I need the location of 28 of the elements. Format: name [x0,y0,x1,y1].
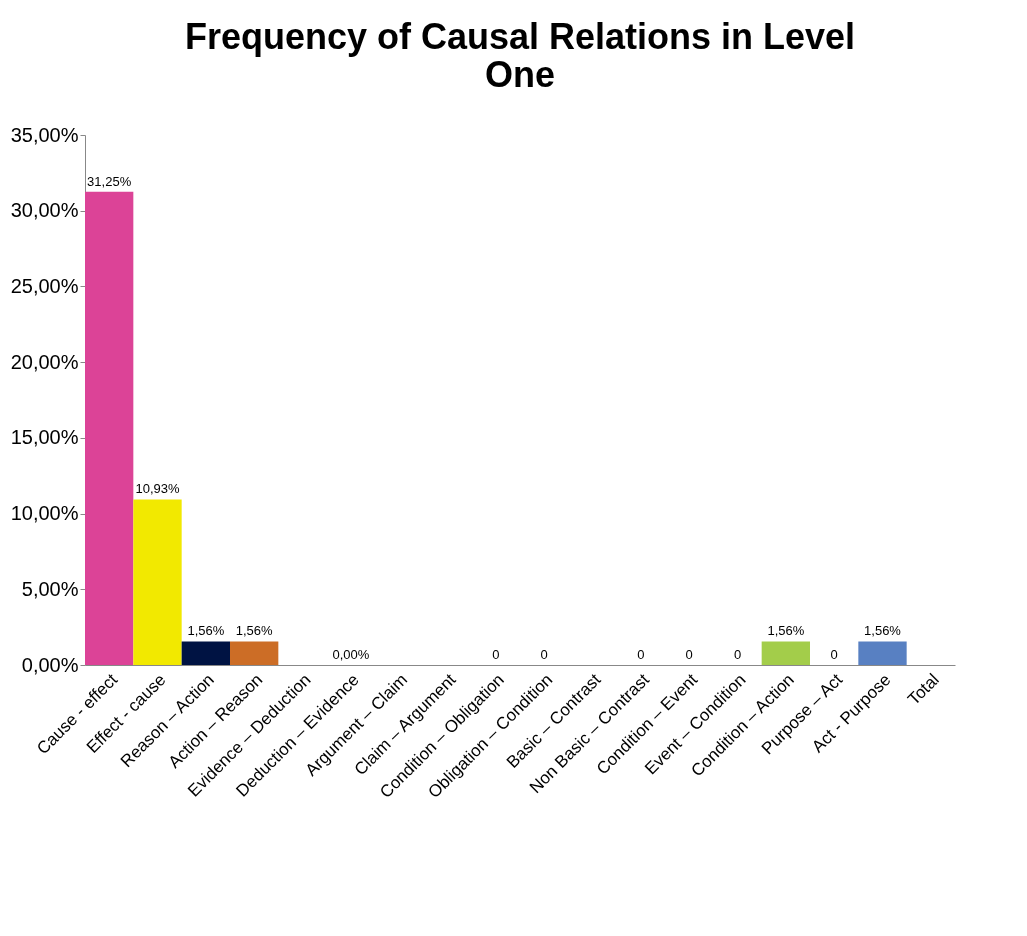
data-label: 0 [637,647,645,662]
data-label: 0 [733,647,742,662]
y-tick-label: 0,00% [21,653,79,676]
data-label: 1,56% [767,623,805,639]
data-label: 10,93% [135,481,180,497]
data-label: 0 [830,647,838,662]
y-tick-label: 30,00% [10,199,79,222]
y-tick-label: 20,00% [10,350,79,373]
data-label: 31,25% [87,173,132,189]
chart-title: Frequency of Causal Relations in Level One [184,16,856,95]
y-tick-label: 5,00% [21,577,79,600]
data-label: 1,56% [864,623,902,639]
data-label: 1,56% [187,623,225,639]
y-tick-label: 35,00% [10,123,79,146]
data-label: 0 [685,647,693,662]
bar [85,191,134,665]
y-tick-label: 10,00% [10,502,79,525]
data-label: 1,56% [235,623,274,639]
bar [181,641,230,665]
data-label: 0 [492,647,500,662]
bar [133,499,182,665]
bar [858,641,907,665]
y-tick-label: 15,00% [10,426,79,449]
data-label: 0,00% [332,647,370,662]
bar [230,641,279,665]
bar [761,641,810,665]
data-label: 0 [540,647,548,662]
y-tick-label: 25,00% [10,274,79,297]
